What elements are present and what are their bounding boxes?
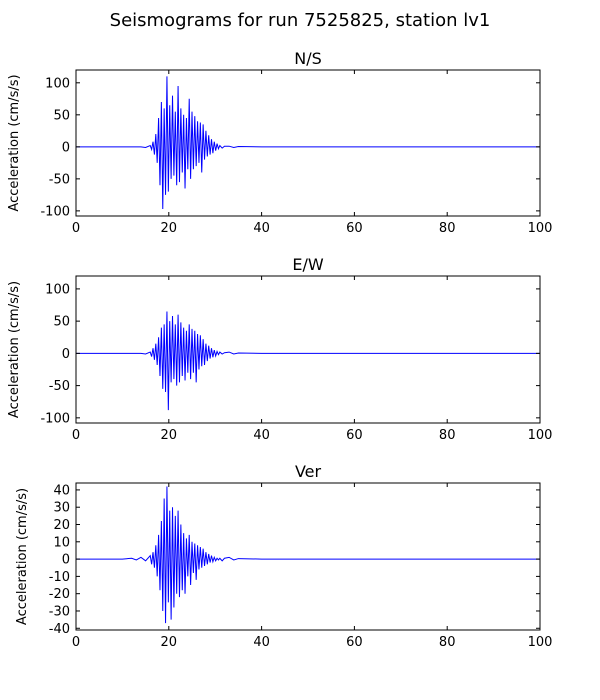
x-tick-label: 0 — [72, 428, 80, 443]
panel-title: E/W — [292, 255, 324, 274]
y-tick-label: 100 — [45, 282, 70, 297]
x-tick-label: 100 — [528, 635, 553, 650]
y-tick-label: 50 — [53, 315, 70, 330]
axes-frame — [75, 69, 541, 217]
panel-title: Ver — [295, 462, 322, 481]
chart-panel-0: N/S 0 20 40 60 80 100 -100 -50 0 50 100 Acceleration… — [7, 49, 552, 236]
series-line — [76, 76, 540, 209]
y-tick-label: -20 — [49, 587, 70, 602]
x-tick-label: 40 — [253, 635, 270, 650]
y-tick-label: -10 — [49, 570, 70, 585]
y-tick-label: -50 — [49, 172, 70, 187]
panel-title: N/S — [294, 49, 322, 68]
chart-panel-1: E/W 0 20 40 60 80 100 -100 -50 0 50 100 Acceleration… — [7, 255, 552, 443]
y-axis-label: Acceleration (cm/s/s) — [7, 281, 22, 418]
series-line — [76, 486, 540, 624]
x-tick-label: 80 — [439, 428, 456, 443]
x-tick-label: 100 — [528, 221, 553, 236]
y-tick-label: 0 — [62, 140, 70, 155]
y-tick-label: 100 — [45, 76, 70, 91]
x-tick-label: 20 — [161, 428, 178, 443]
x-tick-label: 20 — [161, 635, 178, 650]
chart-panel-2: Ver 0 20 40 60 80 100 -40 -30 -20 -10 0 10 20 30 40 Acce… — [15, 462, 552, 650]
y-tick-label: 10 — [53, 535, 70, 550]
y-tick-label: 0 — [62, 347, 70, 362]
y-axis-label: Acceleration (cm/s/s) — [15, 488, 30, 625]
x-tick-label: 80 — [439, 221, 456, 236]
y-tick-label: 0 — [62, 553, 70, 568]
series-line — [76, 311, 540, 411]
x-tick-label: 60 — [346, 635, 363, 650]
x-tick-label: 60 — [346, 221, 363, 236]
y-tick-label: -50 — [49, 379, 70, 394]
y-tick-label: -100 — [40, 411, 70, 426]
x-tick-label: 100 — [528, 428, 553, 443]
y-tick-label: -30 — [49, 604, 70, 619]
axes-frame — [75, 482, 541, 631]
x-tick-label: 40 — [253, 428, 270, 443]
y-tick-label: -100 — [40, 204, 70, 219]
x-tick-label: 0 — [72, 221, 80, 236]
y-tick-label: 50 — [53, 108, 70, 123]
y-tick-label: -40 — [49, 622, 70, 637]
y-tick-label: 20 — [53, 518, 70, 533]
y-tick-label: 30 — [53, 501, 70, 516]
x-tick-label: 0 — [72, 635, 80, 650]
x-tick-label: 80 — [439, 635, 456, 650]
x-tick-label: 40 — [253, 221, 270, 236]
x-tick-label: 20 — [161, 221, 178, 236]
figure-title: Seismograms for run 7525825, station lv1 — [109, 10, 491, 31]
y-tick-label: 40 — [53, 483, 70, 498]
x-tick-label: 60 — [346, 428, 363, 443]
y-axis-label: Acceleration (cm/s/s) — [7, 74, 22, 211]
axes-frame — [75, 275, 541, 424]
